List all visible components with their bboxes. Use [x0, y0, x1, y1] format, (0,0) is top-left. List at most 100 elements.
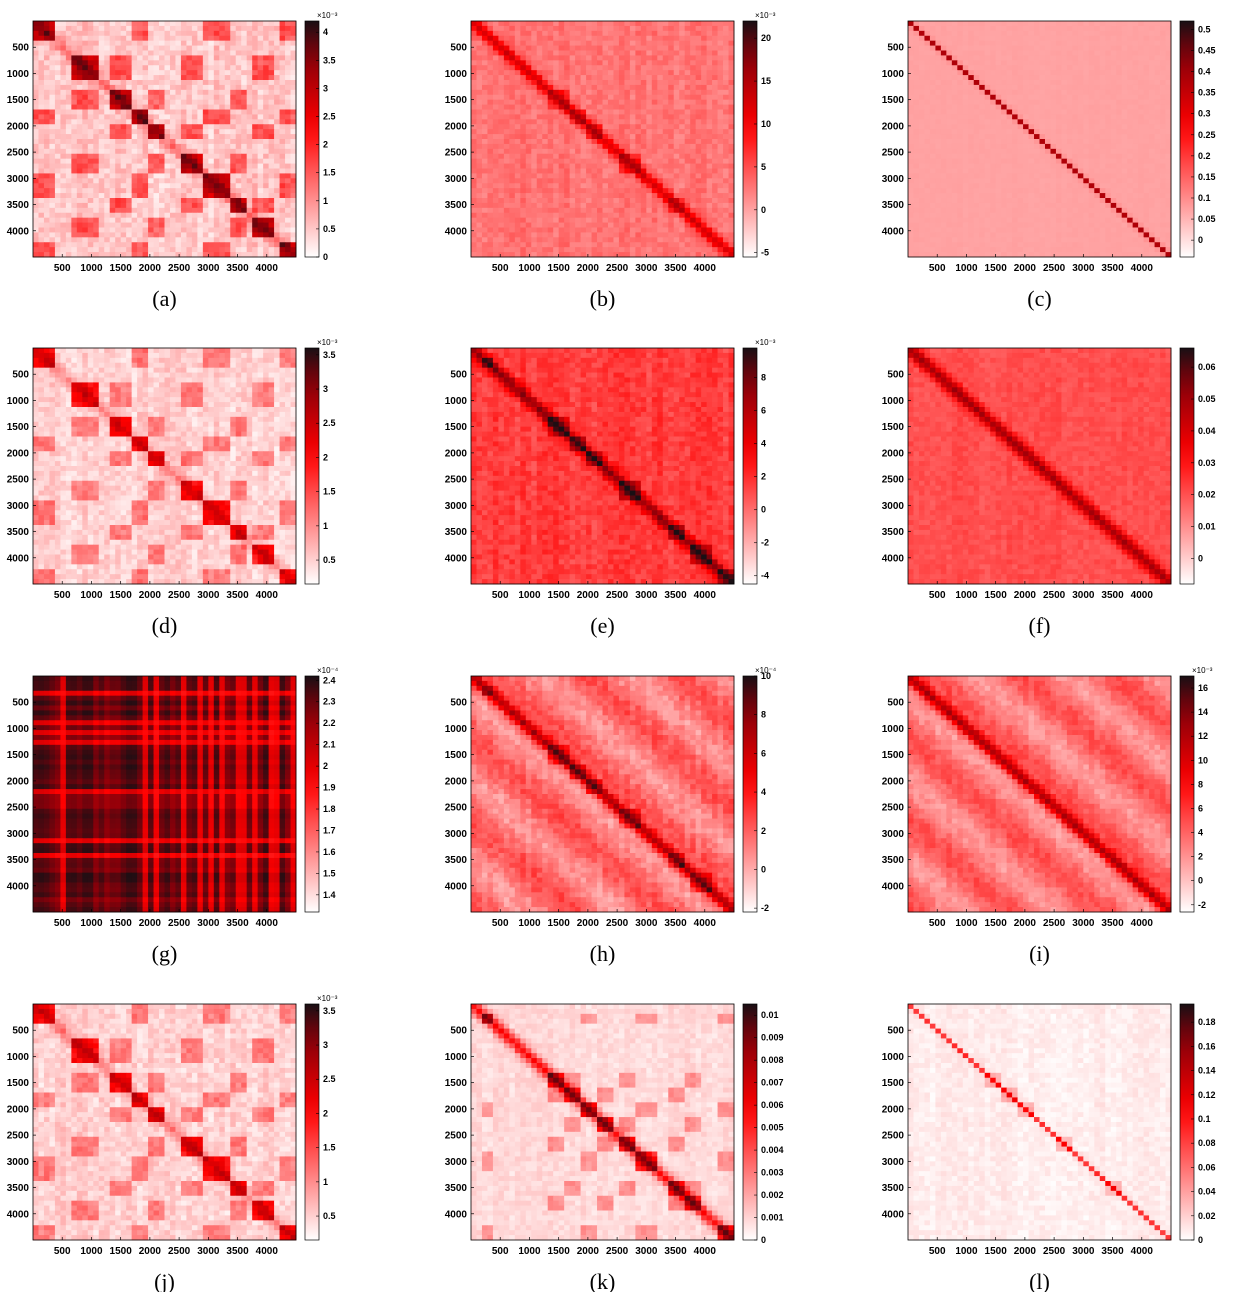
- heatmap-cell: [471, 84, 477, 91]
- heatmap-cell: [575, 134, 581, 140]
- heatmap-cell: [148, 232, 154, 238]
- heatmap-cell: [1138, 30, 1145, 37]
- heatmap-cell: [1099, 45, 1106, 51]
- heatmap-cell: [60, 40, 67, 46]
- heatmap-cell: [547, 124, 554, 130]
- heatmap-cell: [646, 237, 653, 243]
- heatmap-cell: [120, 252, 127, 258]
- heatmap-cell: [175, 134, 182, 140]
- heatmap-cell: [43, 104, 50, 110]
- heatmap-cell: [536, 242, 543, 248]
- heatmap-cell: [290, 94, 297, 101]
- heatmap-cell: [476, 178, 483, 184]
- heatmap-cell: [542, 21, 549, 27]
- heatmap-cell: [159, 232, 165, 238]
- heatmap-cell: [263, 114, 270, 120]
- heatmap-cell: [662, 30, 669, 37]
- heatmap-cell: [657, 202, 664, 209]
- heatmap-cell: [547, 242, 554, 248]
- heatmap-cell: [498, 143, 505, 150]
- heatmap-cell: [640, 178, 647, 184]
- heatmap-cell: [93, 143, 100, 150]
- heatmap-cell: [602, 104, 609, 110]
- heatmap-cell: [481, 198, 488, 204]
- heatmap-cell: [476, 84, 483, 91]
- heatmap-cell: [602, 207, 609, 214]
- heatmap-cell: [509, 158, 516, 164]
- heatmap-cell: [175, 193, 182, 199]
- heatmap-cell: [197, 75, 204, 81]
- heatmap-cell: [290, 212, 297, 219]
- heatmap-cell: [487, 183, 494, 189]
- heatmap-cell: [159, 158, 165, 164]
- heatmap-cell: [509, 188, 516, 194]
- heatmap-cell: [1116, 40, 1123, 46]
- heatmap-cell: [476, 119, 483, 125]
- heatmap-cell: [547, 89, 554, 96]
- heatmap-cell: [180, 168, 187, 174]
- heatmap-cell: [618, 99, 625, 105]
- heatmap-cell: [712, 84, 718, 91]
- heatmap-cell: [180, 198, 187, 204]
- heatmap-cell: [164, 40, 171, 46]
- heatmap-cell: [82, 153, 89, 160]
- heatmap-cell: [49, 247, 56, 253]
- heatmap-cell: [1017, 35, 1024, 42]
- heatmap-cell: [492, 114, 499, 120]
- heatmap-cell: [202, 153, 209, 160]
- heatmap-cell: [690, 45, 697, 51]
- heatmap-cell: [38, 227, 45, 233]
- heatmap-cell: [651, 89, 658, 96]
- heatmap-cell: [706, 89, 713, 96]
- heatmap-cell: [607, 198, 614, 204]
- heatmap-cell: [476, 104, 483, 110]
- heatmap-cell: [706, 198, 713, 204]
- heatmap-cell: [33, 247, 39, 253]
- heatmap-cell: [1116, 25, 1123, 32]
- heatmap-cell: [33, 30, 39, 37]
- heatmap-cell: [60, 158, 67, 164]
- heatmap-cell: [197, 153, 204, 160]
- heatmap-cell: [169, 70, 176, 76]
- heatmap-cell: [624, 89, 631, 96]
- heatmap-cell: [54, 70, 61, 76]
- heatmap-cell: [580, 124, 587, 130]
- heatmap-cell: [602, 134, 609, 140]
- heatmap-cell: [169, 45, 176, 51]
- heatmap-cell: [43, 188, 50, 194]
- heatmap-cell: [569, 183, 576, 189]
- heatmap-cell: [263, 109, 270, 115]
- heatmap-cell: [651, 143, 658, 150]
- heatmap-cell: [629, 114, 636, 120]
- heatmap-cell: [575, 148, 581, 155]
- heatmap-cell: [235, 212, 242, 219]
- heatmap-cell: [717, 75, 724, 81]
- heatmap-cell: [723, 148, 729, 155]
- heatmap-cell: [93, 227, 100, 233]
- heatmap-cell: [43, 119, 50, 125]
- heatmap-cell: [71, 55, 78, 61]
- heatmap-cell: [635, 183, 642, 189]
- heatmap-cell: [695, 80, 702, 86]
- heatmap-cell: [246, 114, 253, 120]
- heatmap-cell: [536, 55, 543, 61]
- heatmap-cell: [531, 207, 538, 214]
- heatmap-cell: [613, 129, 620, 135]
- heatmap-cell: [87, 173, 94, 179]
- heatmap-cell: [695, 65, 702, 71]
- heatmap-cell: [285, 173, 291, 179]
- heatmap-cell: [54, 124, 61, 130]
- heatmap-cell: [624, 124, 631, 130]
- heatmap-cell: [109, 193, 116, 199]
- heatmap-cell: [586, 168, 592, 174]
- heatmap-cell: [65, 94, 72, 101]
- heatmap-cell: [104, 134, 111, 140]
- heatmap-cell: [1023, 25, 1029, 32]
- heatmap-cell: [668, 247, 675, 253]
- heatmap-cell: [104, 129, 111, 135]
- heatmap-cell: [71, 114, 78, 120]
- heatmap-cell: [1034, 40, 1040, 46]
- heatmap-cell: [613, 222, 620, 228]
- heatmap-cell: [131, 207, 138, 214]
- heatmap-cell: [257, 75, 264, 81]
